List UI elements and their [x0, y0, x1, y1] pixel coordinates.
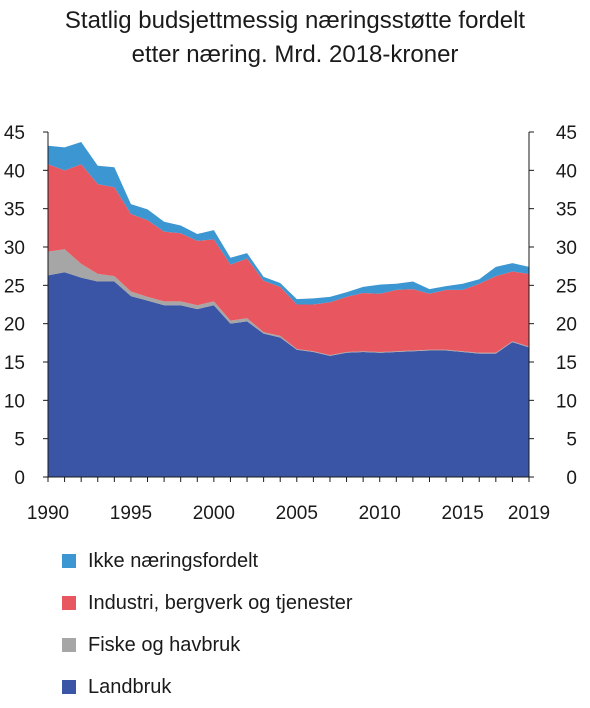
- legend-swatch: [62, 680, 76, 694]
- y-tick-label-left: 10: [4, 391, 25, 412]
- y-tick-label-right: 25: [556, 276, 577, 297]
- chart-title-line-1: Statlig budsjettmessig næringsstøtte for…: [64, 7, 526, 34]
- chart-title-line-2: etter næring. Mrd. 2018-kroner: [131, 41, 459, 68]
- y-tick-label-left: 30: [4, 238, 25, 259]
- x-tick-label: 2015: [442, 503, 484, 524]
- area-series-0: [48, 272, 529, 477]
- y-tick-label-right: 5: [566, 430, 577, 451]
- legend-item: Landbruk: [62, 666, 353, 708]
- y-tick-label-left: 45: [4, 123, 25, 144]
- legend-item: Fiske og havbruk: [62, 624, 353, 666]
- y-tick-label-left: 0: [14, 468, 25, 489]
- y-tick-label-left: 40: [4, 161, 25, 182]
- legend-swatch: [62, 638, 76, 652]
- legend-label: Industri, bergverk og tjenester: [88, 591, 353, 614]
- x-tick-label: 2019: [508, 503, 550, 524]
- x-tick-label: 2010: [359, 503, 401, 524]
- legend-label: Landbruk: [88, 675, 172, 698]
- x-tick-label: 2005: [276, 503, 318, 524]
- legend-item: Ikke næringsfordelt: [62, 540, 353, 582]
- y-tick-label-right: 0: [566, 468, 577, 489]
- y-tick-label-right: 15: [556, 353, 577, 374]
- y-tick-label-right: 20: [556, 315, 577, 336]
- y-tick-label-left: 5: [14, 430, 25, 451]
- legend-label: Fiske og havbruk: [88, 633, 241, 656]
- area-series-group: [48, 141, 529, 477]
- y-tick-label-left: 25: [4, 276, 25, 297]
- chart-title: Statlig budsjettmessig næringsstøtte for…: [0, 4, 590, 72]
- area-chart: 0 0 5 5 10 10 15 15 20 20 25 25 30 30 35 35 40 40 45 45 1990…: [4, 123, 577, 524]
- y-tick-label-left: 15: [4, 353, 25, 374]
- axes-group: 0 0 5 5 10 10 15 15 20 20 25 25 30 30 35 35 40 40 45 45 1990…: [4, 123, 577, 524]
- legend: Ikke næringsfordelt Industri, bergverk og…: [62, 540, 353, 708]
- y-tick-label-left: 20: [4, 315, 25, 336]
- legend-item: Industri, bergverk og tjenester: [62, 582, 353, 624]
- x-tick-label: 1990: [27, 503, 69, 524]
- y-tick-label-right: 40: [556, 161, 577, 182]
- x-tick-label: 2000: [193, 503, 235, 524]
- y-tick-label-left: 35: [4, 200, 25, 221]
- x-tick-label: 1995: [110, 503, 152, 524]
- y-tick-label-right: 30: [556, 238, 577, 259]
- legend-label: Ikke næringsfordelt: [88, 549, 259, 572]
- y-tick-label-right: 45: [556, 123, 577, 144]
- legend-swatch: [62, 554, 76, 568]
- area-series-2: [48, 164, 529, 356]
- y-tick-label-right: 35: [556, 200, 577, 221]
- y-tick-label-right: 10: [556, 391, 577, 412]
- legend-swatch: [62, 596, 76, 610]
